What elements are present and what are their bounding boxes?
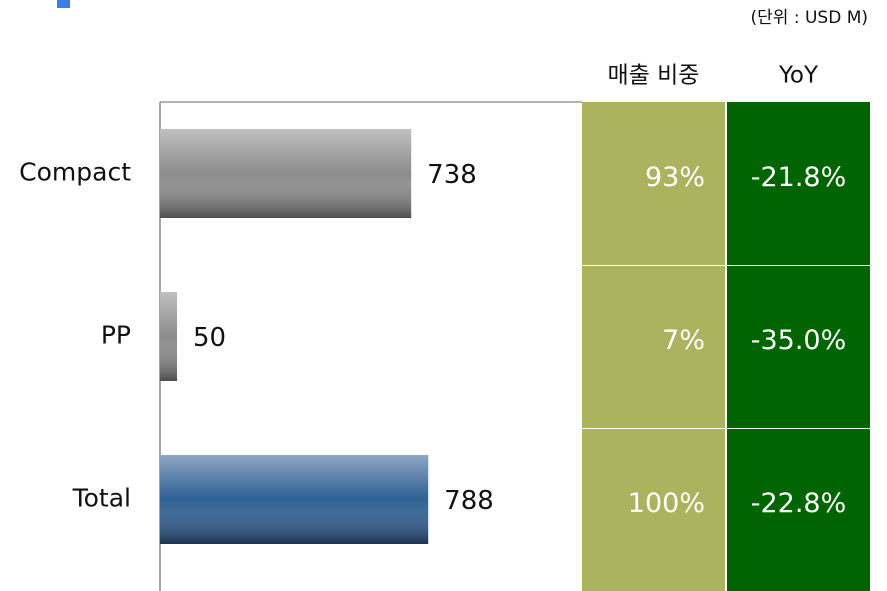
column-header: 매출 비중: [608, 63, 700, 89]
bar-shade: [160, 455, 429, 544]
table-cell: [582, 429, 725, 591]
table-cell: [727, 102, 870, 265]
table-cell-text: 100%: [628, 488, 705, 519]
value-label: 738: [427, 160, 477, 190]
value-label: 788: [444, 486, 494, 516]
category-label: Total: [72, 484, 131, 513]
table-cell-text: -35.0%: [751, 325, 847, 356]
category-label: Compact: [19, 158, 131, 187]
table-cell-text: -22.8%: [751, 488, 847, 519]
table-cell: [582, 266, 725, 428]
column-header: YoY: [778, 63, 819, 89]
unit-note: (단위 : USD M): [751, 8, 868, 28]
table-cell-text: 7%: [662, 325, 705, 356]
table-cell: [727, 429, 870, 591]
category-label: PP: [101, 321, 131, 350]
table-cell: [727, 266, 870, 428]
title-marker: [57, 0, 70, 8]
table-cell: [582, 102, 725, 265]
bar-shade: [160, 129, 412, 218]
bar-shade: [160, 292, 178, 381]
value-label: 50: [193, 323, 226, 353]
table-cell-text: 93%: [645, 162, 705, 193]
table-cell-text: -21.8%: [751, 162, 847, 193]
